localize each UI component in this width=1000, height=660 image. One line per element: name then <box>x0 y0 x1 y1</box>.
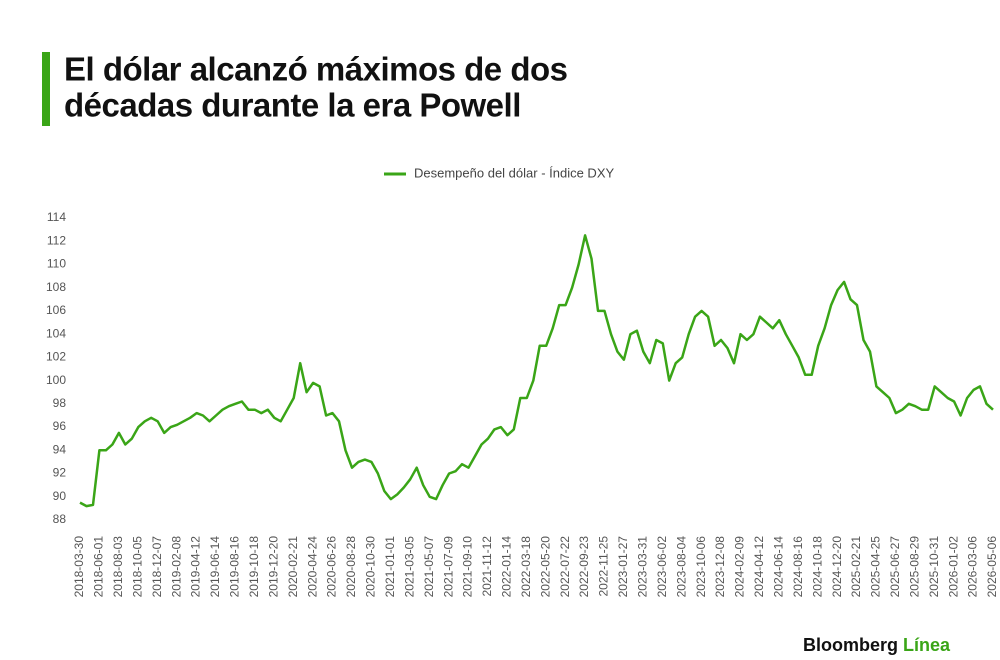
x-tick-label: 2020-04-24 <box>305 536 319 598</box>
y-tick-label: 104 <box>46 326 66 340</box>
chart-title: El dólar alcanzó máximos de dos <box>64 51 568 88</box>
y-tick-label: 112 <box>47 233 66 247</box>
x-tick-label: 2024-10-18 <box>810 536 824 598</box>
x-tick-label: 2023-12-08 <box>713 536 727 598</box>
x-tick-label: 2026-01-02 <box>946 536 960 598</box>
x-tick-label: 2021-03-05 <box>402 536 416 598</box>
x-tick-label: 2022-07-22 <box>558 536 572 598</box>
brand: Bloomberg <box>803 635 898 655</box>
x-tick-label: 2019-12-20 <box>266 536 280 598</box>
x-tick-label: 2019-02-08 <box>169 536 183 598</box>
data-line <box>79 234 994 508</box>
x-tick-label: 2025-02-21 <box>849 536 863 598</box>
x-tick-label: 2019-10-18 <box>247 536 261 598</box>
x-tick-label: 2024-06-14 <box>771 536 785 598</box>
x-tick-label: 2023-08-04 <box>674 536 688 598</box>
x-tick-label: 2022-01-14 <box>500 536 514 598</box>
y-tick-label: 102 <box>46 350 66 364</box>
y-tick-label: 100 <box>46 373 66 387</box>
x-tick-label: 2020-06-26 <box>325 536 339 598</box>
x-tick-label: 2024-02-09 <box>733 536 747 598</box>
y-tick-label: 92 <box>53 466 67 480</box>
x-tick-label: 2022-03-18 <box>519 536 533 598</box>
chart-title: décadas durante la era Powell <box>64 87 521 124</box>
y-tick-label: 96 <box>53 419 67 433</box>
y-tick-label: 90 <box>53 489 67 503</box>
x-tick-label: 2025-08-29 <box>907 536 921 598</box>
x-tick-label: 2022-09-23 <box>577 536 591 598</box>
x-tick-label: 2021-05-07 <box>422 536 436 598</box>
y-tick-label: 108 <box>46 280 66 294</box>
x-tick-label: 2019-06-14 <box>208 536 222 598</box>
x-tick-label: 2025-10-31 <box>927 536 941 598</box>
x-tick-label: 2018-08-03 <box>111 536 125 598</box>
y-tick-label: 98 <box>53 396 67 410</box>
y-tick-label: 114 <box>47 210 66 224</box>
x-tick-label: 2025-04-25 <box>869 536 883 598</box>
x-tick-label: 2021-09-10 <box>461 536 475 598</box>
x-tick-label: 2022-05-20 <box>538 536 552 598</box>
y-tick-label: 94 <box>53 442 67 456</box>
x-tick-label: 2022-11-25 <box>597 536 611 597</box>
x-tick-label: 2020-08-28 <box>344 536 358 598</box>
x-tick-label: 2023-06-02 <box>655 536 669 598</box>
x-tick-label: 2023-03-31 <box>636 536 650 598</box>
x-tick-label: 2019-04-12 <box>189 536 203 598</box>
x-tick-label: 2020-10-30 <box>364 536 378 598</box>
x-tick-label: 2018-12-07 <box>150 536 164 598</box>
x-tick-label: 2026-05-06 <box>985 536 999 598</box>
x-tick-label: 2020-02-21 <box>286 536 300 598</box>
x-tick-label: 2025-06-27 <box>888 536 902 598</box>
footer-logo: Bloomberg Línea <box>803 635 951 655</box>
x-tick-label: 2024-08-16 <box>791 536 805 598</box>
title-bar <box>42 52 50 126</box>
x-tick-label: 2024-04-12 <box>752 536 766 598</box>
y-tick-label: 88 <box>53 512 67 526</box>
legend-label: Desempeño del dólar - Índice DXY <box>414 165 614 180</box>
x-tick-label: 2024-12-20 <box>830 536 844 598</box>
x-tick-label: 2023-10-06 <box>694 536 708 598</box>
x-tick-label: 2021-11-12 <box>480 536 494 597</box>
x-tick-label: 2026-03-06 <box>966 536 980 598</box>
x-tick-label: 2021-01-01 <box>383 536 397 598</box>
x-tick-label: 2018-10-05 <box>130 536 144 598</box>
x-tick-label: 2021-07-09 <box>441 536 455 598</box>
y-tick-label: 106 <box>46 303 66 317</box>
y-tick-label: 110 <box>47 257 66 271</box>
brand-accent: Línea <box>903 635 951 655</box>
x-tick-label: 2018-06-01 <box>92 536 106 598</box>
x-tick-label: 2023-01-27 <box>616 536 630 598</box>
x-tick-label: 2019-08-16 <box>228 536 242 598</box>
x-tick-label: 2018-03-30 <box>72 536 86 598</box>
